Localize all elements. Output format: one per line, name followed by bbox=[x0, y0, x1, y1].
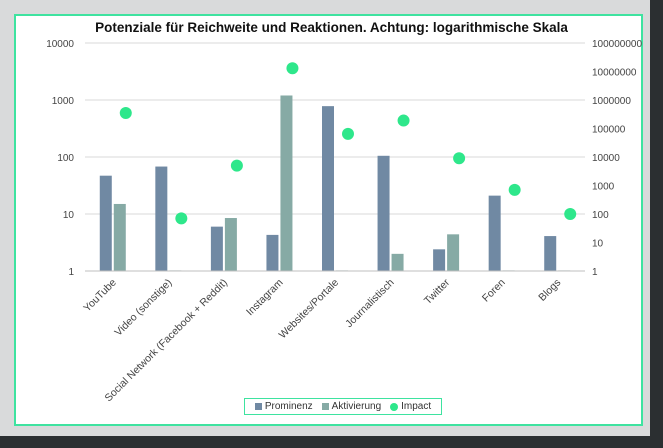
y-right-tick-label: 100000 bbox=[592, 125, 626, 136]
y-right-tick-label: 10000 bbox=[592, 153, 620, 164]
bar-prominenz bbox=[99, 175, 112, 271]
legend-swatch-aktivierung bbox=[321, 403, 329, 410]
impact-point bbox=[119, 106, 132, 119]
bar-prominenz bbox=[488, 195, 501, 271]
y-left-tick-label: 1000 bbox=[52, 96, 75, 107]
bar-aktivierung bbox=[113, 203, 126, 271]
y-left-tick-label: 1 bbox=[68, 267, 74, 278]
impact-point bbox=[564, 208, 577, 220]
legend-swatch-impact bbox=[390, 402, 399, 411]
bar-prominenz bbox=[544, 236, 557, 271]
x-tick-label: Journalistisch bbox=[343, 277, 397, 331]
legend-swatch-prominenz bbox=[254, 403, 262, 410]
bar-prominenz bbox=[433, 249, 446, 271]
bar-aktivierung bbox=[280, 95, 293, 272]
y-left-tick-label: 10 bbox=[63, 210, 75, 221]
legend-item-impact: Impact bbox=[390, 401, 431, 412]
bar-aktivierung bbox=[447, 234, 460, 271]
y-right-tick-label: 10000000 bbox=[592, 68, 637, 79]
legend-item-prominenz: Prominenz bbox=[254, 401, 313, 412]
bar-prominenz bbox=[155, 166, 168, 271]
bar-prominenz bbox=[322, 106, 334, 271]
x-tick-label: Blogs bbox=[536, 277, 563, 304]
impact-point bbox=[175, 212, 188, 225]
impact-point bbox=[397, 114, 410, 127]
legend-label-aktivierung: Aktivierung bbox=[331, 401, 382, 412]
bar-aktivierung bbox=[224, 218, 237, 271]
legend-item-aktivierung: Aktivierung bbox=[321, 401, 382, 412]
impact-point bbox=[508, 183, 521, 196]
y-left-tick-label: 100 bbox=[57, 153, 74, 164]
x-tick-label: Instagram bbox=[244, 276, 286, 318]
y-right-tick-label: 1000 bbox=[592, 182, 615, 193]
bar-prominenz bbox=[210, 226, 223, 271]
bar-prominenz bbox=[377, 155, 390, 271]
y-left-tick-label: 10000 bbox=[46, 39, 74, 50]
x-tick-label: Video (sonstige) bbox=[112, 277, 174, 339]
bar-aktivierung bbox=[391, 253, 404, 271]
impact-point bbox=[453, 152, 466, 165]
y-right-tick-label: 100 bbox=[592, 210, 609, 221]
y-right-tick-label: 10 bbox=[592, 239, 604, 250]
x-tick-label: Social Network (Facebook + Reddit) bbox=[102, 277, 230, 405]
x-tick-label: YouTube bbox=[81, 277, 119, 315]
impact-point bbox=[230, 159, 243, 172]
legend-label-impact: Impact bbox=[401, 401, 432, 412]
y-right-tick-label: 1 bbox=[592, 267, 598, 278]
y-right-tick-label: 1000000 bbox=[592, 96, 631, 107]
y-right-tick-label: 100000000 bbox=[592, 39, 642, 50]
chart-title: Potenziale für Reichweite und Reaktionen… bbox=[95, 20, 568, 35]
chart-legend: Prominenz Aktivierung Impact bbox=[244, 398, 442, 415]
bar-prominenz bbox=[266, 234, 279, 271]
legend-label-prominenz: Prominenz bbox=[264, 401, 313, 412]
x-tick-label: Foren bbox=[480, 277, 508, 305]
x-tick-label: Websites/Portale bbox=[277, 277, 342, 342]
impact-point bbox=[342, 127, 354, 140]
x-tick-label: Twitter bbox=[422, 276, 453, 307]
impact-point bbox=[286, 62, 299, 75]
